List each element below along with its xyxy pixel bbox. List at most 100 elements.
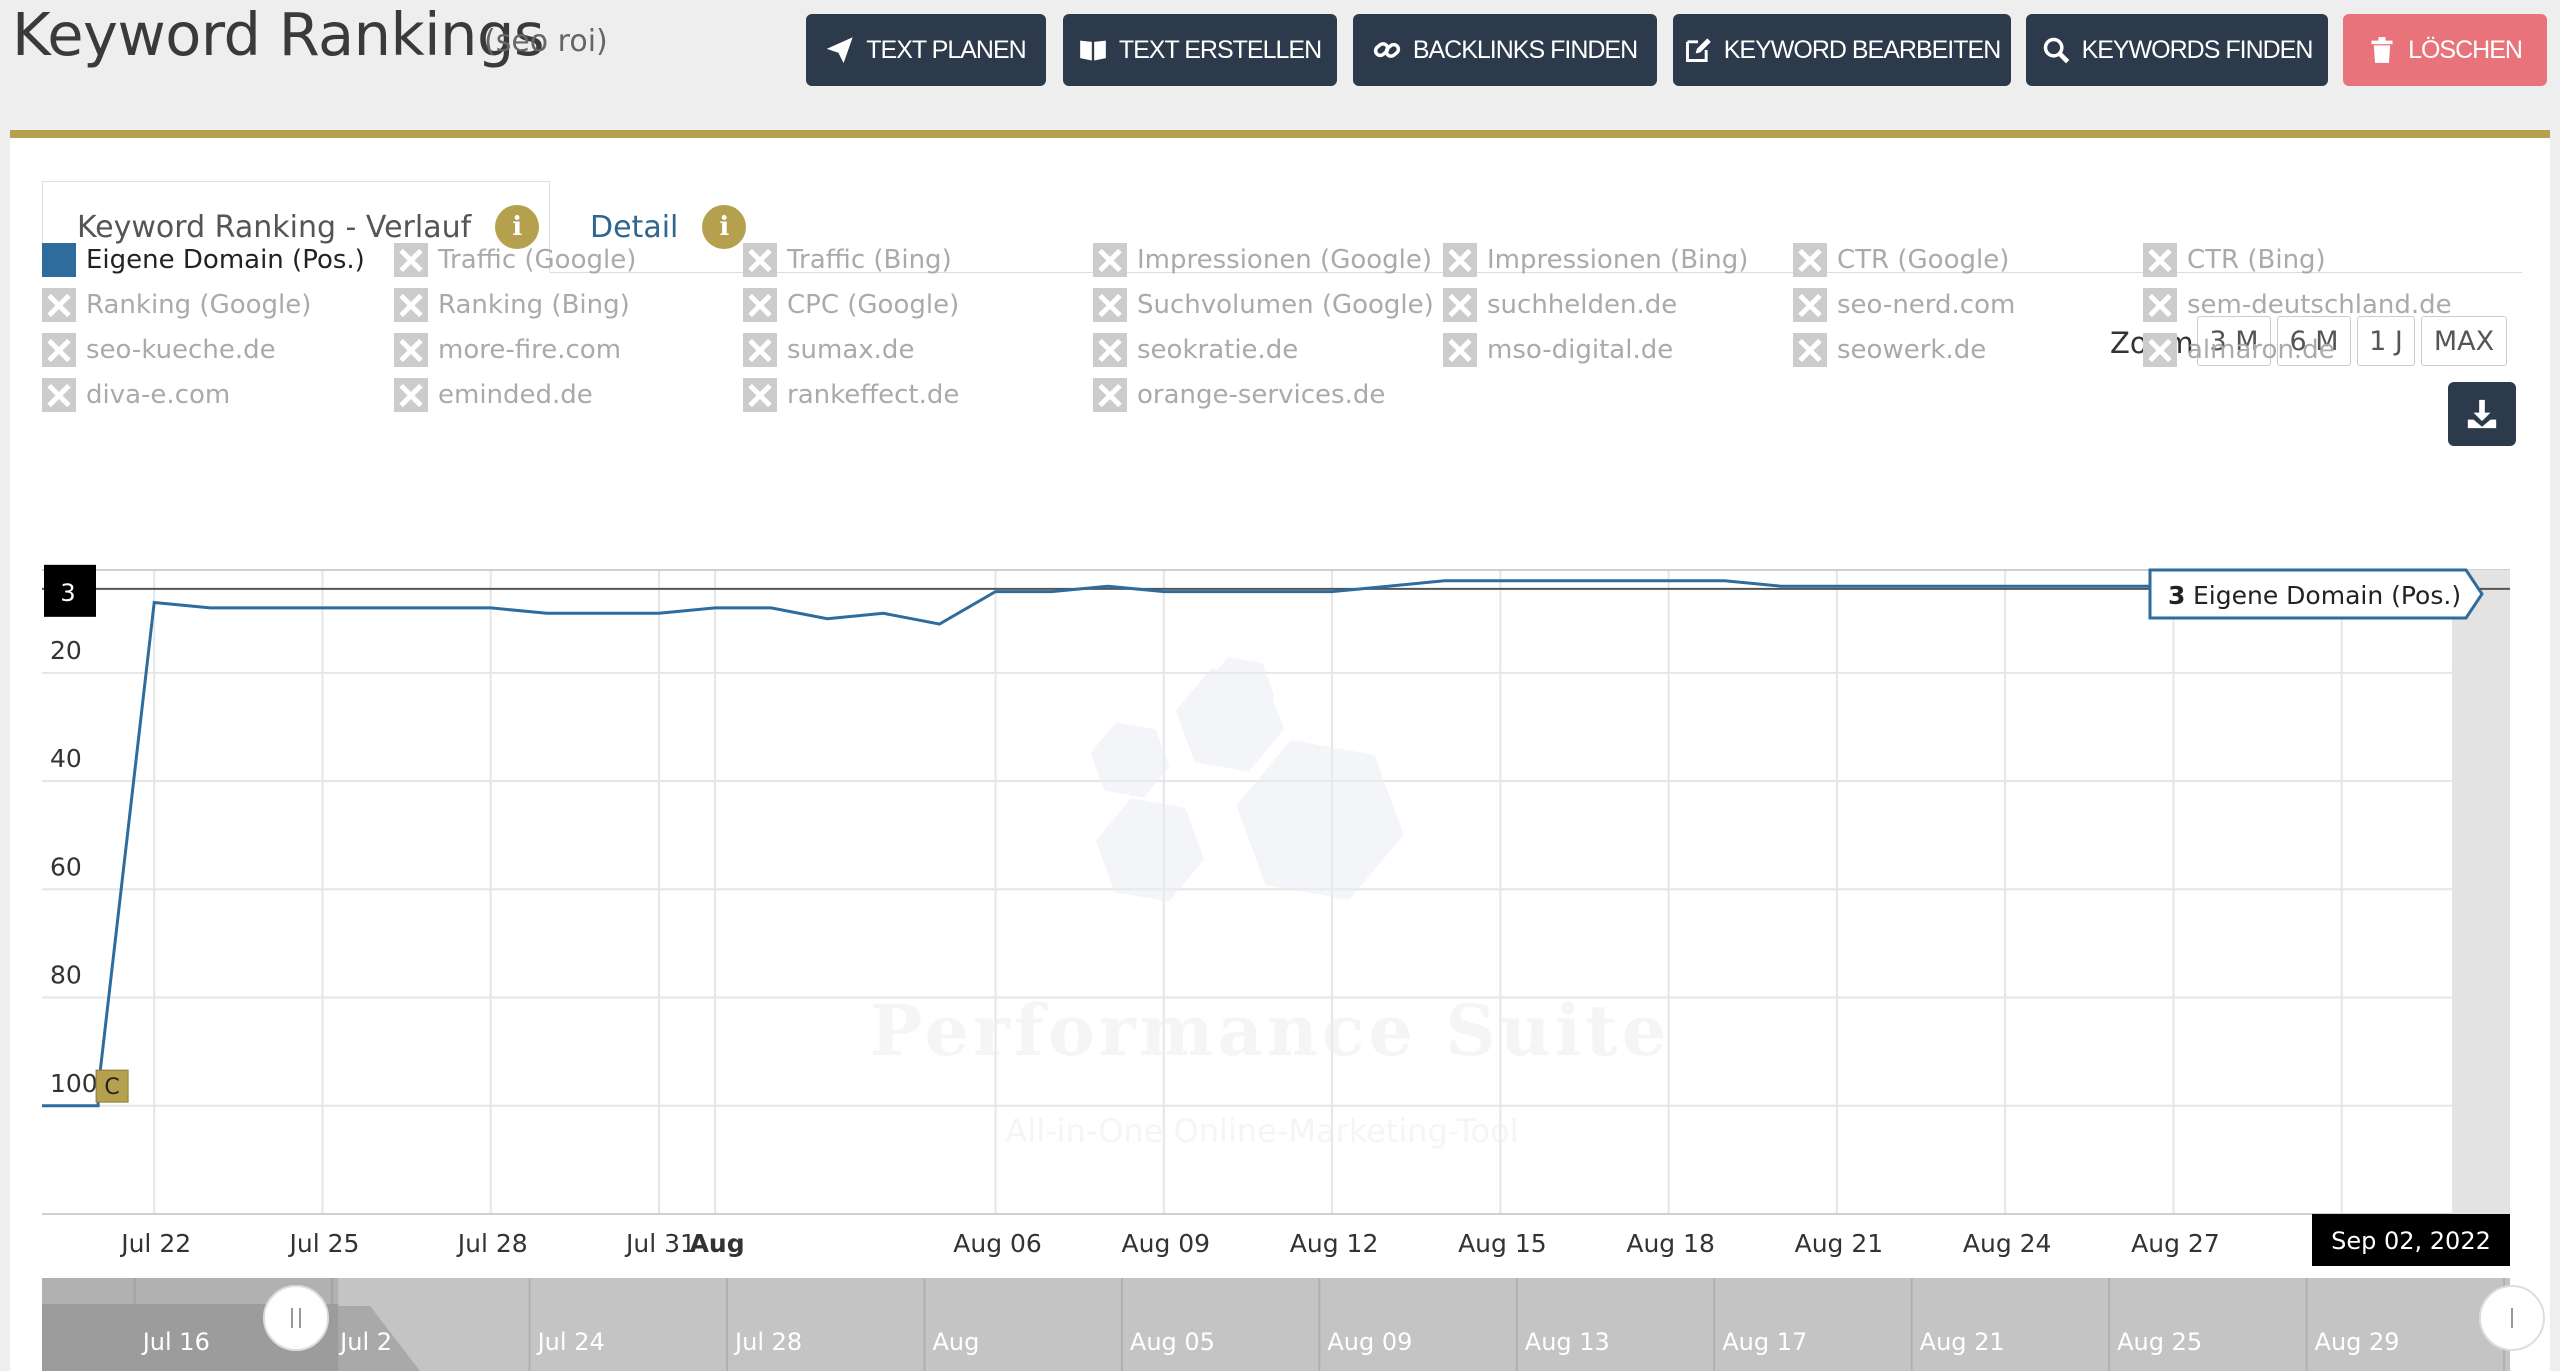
content-card: Keyword Ranking - Verlauf i Detail i Zoo… (10, 130, 2550, 1371)
legend-item[interactable]: eminded.de (394, 375, 593, 415)
navigator-tick-label: Aug (932, 1328, 979, 1356)
legend-item-label: diva-e.com (86, 380, 231, 410)
tab-detail-label: Detail (590, 209, 679, 245)
legend-item[interactable]: Suchvolumen (Google) (1093, 285, 1434, 325)
legend-item[interactable]: Ranking (Google) (42, 285, 311, 325)
x-tick-label: Aug 21 (1795, 1229, 1884, 1258)
page-title: Keyword Rankings (12, 0, 545, 69)
legend-item[interactable]: mso-digital.de (1443, 330, 1673, 370)
tab-detail[interactable]: Detail i (590, 181, 790, 273)
legend-item[interactable]: orange-services.de (1093, 375, 1385, 415)
text-erstellen-button[interactable]: Text erstellen (1063, 14, 1337, 86)
tooltip-series-name: Eigene Domain (Pos.) (2193, 581, 2461, 610)
legend-hidden-icon (1093, 378, 1127, 412)
navigator-tick-label: Aug 13 (1525, 1328, 1610, 1356)
legend-item-label: seo-kueche.de (86, 335, 276, 365)
legend-item[interactable]: Ranking (Bing) (394, 285, 630, 325)
legend-hidden-icon (42, 378, 76, 412)
legend-hidden-icon (1443, 333, 1477, 367)
x-tick-label: Jul 22 (119, 1229, 191, 1258)
handle-circle (263, 1285, 329, 1351)
legend-item[interactable]: almaron.de (2143, 330, 2335, 370)
zoom-3m-button[interactable]: 3 M (2197, 316, 2271, 366)
legend-item[interactable]: seo-nerd.com (1793, 285, 2015, 325)
watermark: Performance Suite All-in-One Online-Marke… (870, 657, 1671, 1150)
navigator-tick-label: Jul 2 (338, 1328, 392, 1356)
legend-hidden-icon (42, 288, 76, 322)
search-icon (2043, 37, 2069, 64)
legend-item[interactable]: seowerk.de (1793, 330, 1986, 370)
legend-hidden-icon (1093, 333, 1127, 367)
y-tick-label: 60 (50, 852, 82, 881)
x-tick-label: Aug 06 (953, 1229, 1042, 1258)
legend-item-label: Suchvolumen (Google) (1137, 290, 1434, 320)
legend-item[interactable]: Impressionen (Bing) (1443, 240, 1748, 280)
legend-hidden-icon (394, 333, 428, 367)
navigator-tick-label: Aug 29 (2315, 1328, 2400, 1356)
legend-item[interactable]: seokratie.de (1093, 330, 1298, 370)
crosshair-date-label: Sep 02, 2022 (2331, 1227, 2491, 1255)
legend-item[interactable]: diva-e.com (42, 375, 230, 415)
legend-item[interactable]: more-fire.com (394, 330, 621, 370)
legend-item-label: seokratie.de (1137, 335, 1299, 365)
legend-item-label: seowerk.de (1837, 335, 1987, 365)
legend-item[interactable]: rankeffect.de (743, 375, 959, 415)
legend-item[interactable]: Impressionen (Google) (1093, 240, 1432, 280)
info-icon[interactable]: i (495, 205, 540, 249)
legend-item[interactable]: Eigene Domain (Pos.) (42, 240, 365, 280)
zoom-6m-button[interactable]: 6 M (2277, 316, 2351, 366)
legend-item-label: mso-digital.de (1487, 335, 1674, 365)
legend-item[interactable]: suchhelden.de (1443, 285, 1677, 325)
tab-verlauf[interactable]: Keyword Ranking - Verlauf i (42, 181, 550, 273)
series-line (42, 579, 2454, 1108)
current-value-badge (44, 564, 96, 617)
edit-icon (1685, 38, 1711, 62)
legend-item-label: Impressionen (Google) (1137, 245, 1433, 275)
legend-hidden-icon (1443, 288, 1477, 322)
navigator-tick-label: Aug 21 (1920, 1328, 2005, 1356)
watermark-title: Performance Suite (870, 989, 1671, 1072)
x-tick-label: Jul 28 (456, 1229, 528, 1258)
legend-item-label: Eigene Domain (Pos.) (86, 245, 365, 275)
download-button[interactable] (2448, 382, 2516, 446)
loeschen-button[interactable]: Löschen (2343, 14, 2547, 86)
legend-item[interactable]: CPC (Google) (743, 285, 959, 325)
legend-item[interactable]: CTR (Bing) (2143, 240, 2326, 280)
legend-hidden-icon (394, 288, 428, 322)
info-icon[interactable]: i (702, 205, 747, 249)
navigator-right-handle[interactable] (2479, 1285, 2545, 1351)
navigator-left-handle[interactable] (263, 1285, 329, 1351)
watermark-subtitle: All-in-One Online-Marketing-Tool (1005, 1112, 1518, 1150)
legend-item[interactable]: sem-deutschland.de (2143, 285, 2452, 325)
legend-hidden-icon (2143, 243, 2177, 277)
tab-verlauf-label: Keyword Ranking - Verlauf (77, 209, 472, 245)
x-tick-label: Jul 31 (624, 1229, 696, 1258)
tooltip-value: 3 (2168, 581, 2185, 610)
legend-item[interactable]: CTR (Google) (1793, 240, 2009, 280)
legend-item[interactable]: Traffic (Google) (394, 240, 636, 280)
zoom-1j-button[interactable]: 1 J (2357, 316, 2415, 366)
legend-hidden-icon (743, 288, 777, 322)
legend-hidden-icon (2143, 333, 2177, 367)
legend-item[interactable]: sumax.de (743, 330, 914, 370)
keyword-bearbeiten-label: Keyword bearbeiten (1723, 35, 2001, 64)
flag-marker-label: C (104, 1075, 119, 1100)
legend-hidden-icon (1093, 288, 1127, 322)
keyword-bearbeiten-button[interactable]: Keyword bearbeiten (1673, 14, 2011, 86)
zoom-max-button[interactable]: MAX (2421, 316, 2507, 366)
watermark-logo-shape (1205, 657, 1275, 723)
text-erstellen-label: Text erstellen (1118, 35, 1322, 64)
text-planen-button[interactable]: Text planen (806, 14, 1046, 86)
legend-hidden-icon (1443, 243, 1477, 277)
legend-item[interactable]: Traffic (Bing) (743, 240, 952, 280)
x-tick-label: Aug 27 (2131, 1229, 2220, 1258)
navigator-tick-label: Aug 09 (1327, 1328, 1412, 1356)
legend-item[interactable]: seo-kueche.de (42, 330, 276, 370)
keywords-finden-button[interactable]: Keywords finden (2026, 14, 2328, 86)
chart-navigator: Jul 16 Jul 2 Jul 24 Jul 28 Aug Aug 05 Aug 09 Au… (42, 1278, 2545, 1371)
legend-item-label: sem-deutschland.de (2187, 290, 2452, 320)
backlinks-finden-button[interactable]: Backlinks finden (1353, 14, 1657, 86)
text-planen-label: Text planen (866, 35, 1026, 64)
loeschen-label: Löschen (2408, 35, 2523, 64)
legend-item-label: almaron.de (2187, 335, 2335, 365)
